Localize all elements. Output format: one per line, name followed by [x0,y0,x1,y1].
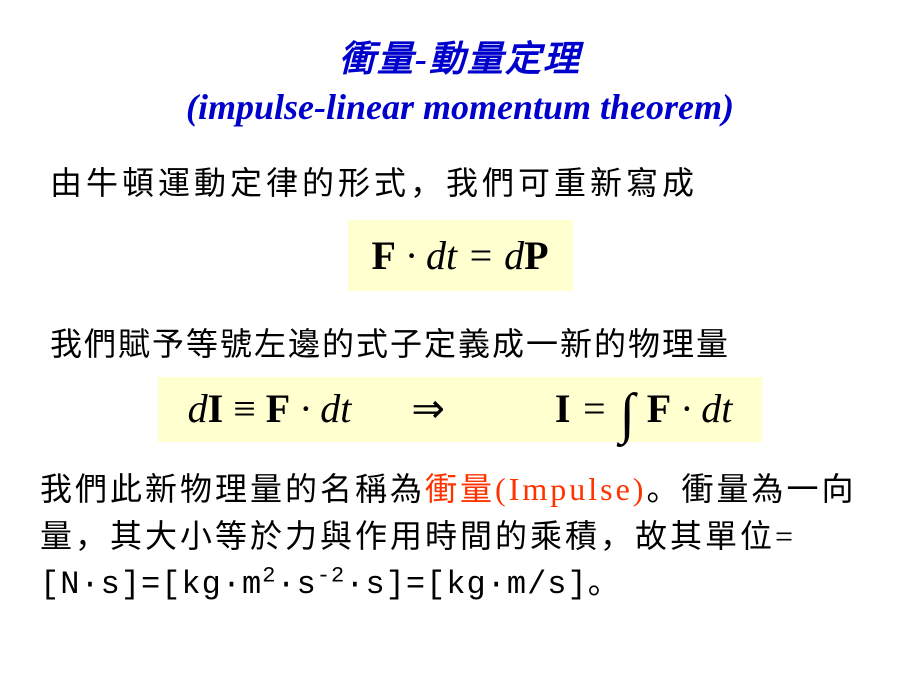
eq1-equals: = [457,233,504,278]
title-english: (impulse-linear momentum theorem) [20,86,900,128]
eq2-dot2: · [671,386,701,431]
integral-symbol: ∫ [619,395,634,434]
eq2-imply: ⇒ [411,386,445,431]
eq2-I2: I [555,386,571,431]
title-chinese: 衝量-動量定理 [20,30,900,82]
eq2-I: I [208,386,224,431]
eq1-F: F [372,233,396,278]
eq1-P: P [524,233,548,278]
eq1-d: d [504,233,524,278]
equation-1: F · dt = dP [348,220,573,291]
equation-2: dI ≡ F · dt⇒I = ∫ F · dt [158,377,763,442]
eq2-dot: · [290,386,320,431]
eq1-dt: dt [426,233,457,278]
para-units: [N·s]=[kg·m2·s-2·s]=[kg·m/s] [40,566,588,603]
para-part1: 我們此新物理量的名稱為 [40,471,425,507]
eq2-dt2: dt [701,386,732,431]
eq2-equiv: ≡ [223,386,266,431]
impulse-term-en: (Impulse) [495,471,646,507]
intro-line-1: 由牛頓運動定律的形式，我們可重新寫成 [50,158,900,204]
eq2-eq: = [570,386,617,431]
para-part3: 。 [588,564,623,600]
eq2-dt: dt [320,386,351,431]
eq2-d: d [188,386,208,431]
eq1-dot: · [396,233,426,278]
impulse-term-zh: 衝量 [425,471,495,507]
intro-line-2: 我們賦予等號左邊的式子定義成一新的物理量 [50,319,900,365]
eq2-F: F [266,386,290,431]
eq2-F2: F [647,386,671,431]
explanation-paragraph: 我們此新物理量的名稱為衝量(Impulse)。衝量為一向量，其大小等於力與作用時… [40,466,880,608]
